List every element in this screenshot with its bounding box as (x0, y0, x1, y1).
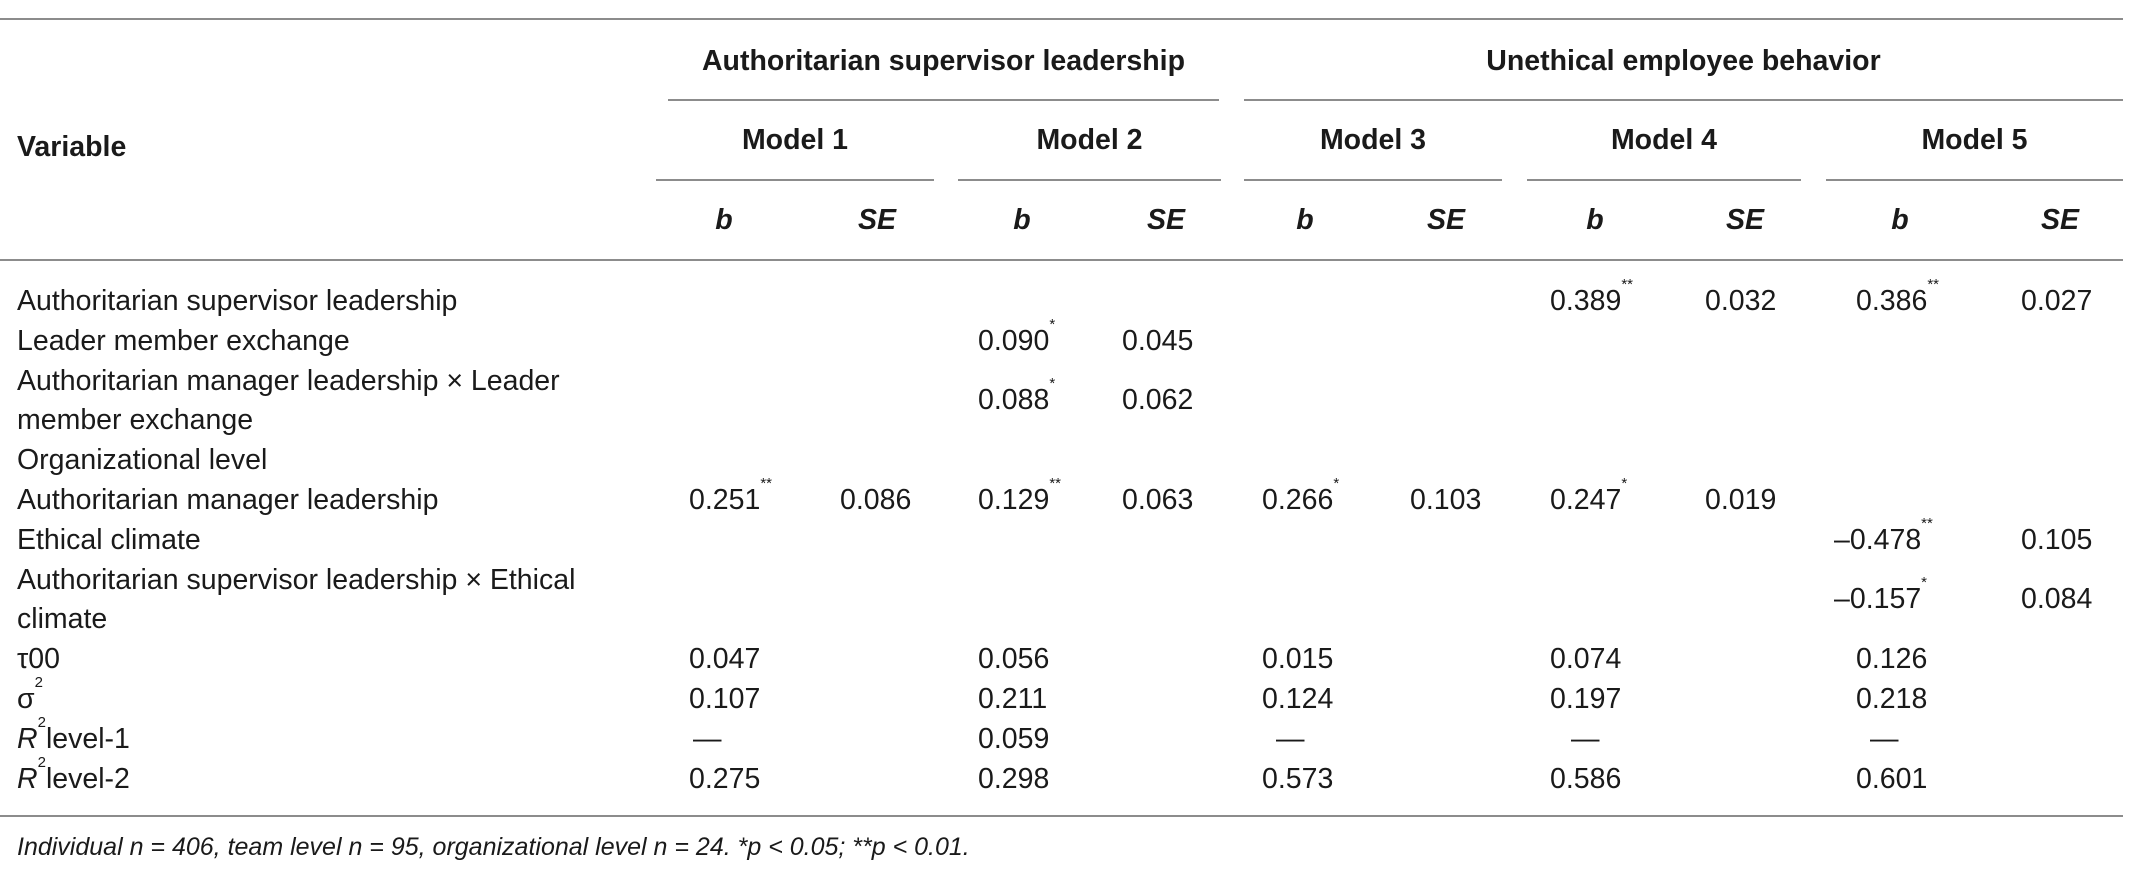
row-label-manager-x-lmx-line1: Authoritarian manager leadership × Leade… (17, 365, 560, 397)
group-header-supervisor: Authoritarian supervisor leadership (701, 45, 1186, 77)
cell-value: 0.586 (1550, 763, 1622, 795)
model-rule-3 (1244, 179, 1502, 181)
model-rule-4 (1527, 179, 1801, 181)
model-rule-2 (958, 179, 1221, 181)
cell-b: 0.266* (1262, 475, 1340, 516)
table-bottom-rule (0, 815, 2123, 817)
group-rule-unethical (1244, 99, 2123, 101)
cell-value: 0.573 (1262, 763, 1334, 795)
row-label-org-level: Organizational level (17, 444, 268, 476)
row-label-tau00: τ00 (17, 643, 60, 675)
b-header-5: b (1891, 204, 1909, 236)
cell-b: 0.088* (978, 375, 1056, 416)
header-bottom-rule (0, 259, 2123, 261)
model-header-1: Model 1 (741, 124, 849, 156)
cell-b: 0.090* (978, 316, 1056, 357)
cell-value: — (693, 723, 722, 755)
cell-value: — (1571, 723, 1600, 755)
group-header-unethical: Unethical employee behavior (1486, 45, 1881, 77)
b-header-1: b (715, 204, 733, 236)
cell-value: 0.218 (1856, 683, 1928, 715)
cell-value: 0.211 (978, 683, 1048, 715)
cell-value: 0.197 (1550, 683, 1622, 715)
cell-b: –0.157* (1834, 574, 1928, 615)
cell-b: –0.478** (1834, 515, 1933, 556)
row-label-auth-supervisor: Authoritarian supervisor leadership (17, 285, 458, 317)
model-rule-5 (1826, 179, 2123, 181)
se-header-3: SE (1426, 204, 1466, 236)
row-label-lmx: Leader member exchange (17, 325, 350, 357)
cell-value: 0.298 (978, 763, 1050, 795)
cell-se: 0.062 (1122, 384, 1194, 416)
cell-se: 0.084 (2021, 583, 2093, 615)
se-header-2: SE (1146, 204, 1186, 236)
cell-b: 0.247* (1550, 475, 1628, 516)
model-header-2: Model 2 (1036, 124, 1143, 156)
group-rule-supervisor (668, 99, 1219, 101)
cell-se: 0.086 (840, 484, 912, 516)
model-rule-1 (656, 179, 934, 181)
row-label-supervisor-x-climate-line2: climate (17, 603, 108, 635)
cell-value: 0.601 (1856, 763, 1928, 795)
row-label-auth-manager: Authoritarian manager leadership (17, 484, 439, 516)
cell-se: 0.103 (1410, 484, 1482, 516)
cell-value: — (1870, 723, 1899, 755)
se-header-1: SE (857, 204, 897, 236)
row-label-manager-x-lmx-line2: member exchange (17, 404, 254, 436)
cell-se: 0.063 (1122, 484, 1194, 516)
cell-b: 0.129** (978, 475, 1062, 516)
b-header-4: b (1586, 204, 1604, 236)
variable-header: Variable (17, 131, 127, 163)
cell-se: 0.045 (1122, 325, 1194, 357)
cell-se: 0.105 (2021, 524, 2093, 556)
se-header-4: SE (1725, 204, 1765, 236)
cell-b: 0.251** (689, 475, 773, 516)
cell-se: 0.027 (2021, 285, 2093, 317)
model-header-3: Model 3 (1319, 124, 1427, 156)
cell-se: 0.019 (1705, 484, 1777, 516)
se-header-5: SE (2040, 204, 2080, 236)
cell-value: 0.126 (1856, 643, 1928, 675)
row-label-supervisor-x-climate-line1: Authoritarian supervisor leadership × Et… (17, 564, 576, 596)
cell-b: 0.386** (1856, 276, 1940, 317)
row-label-ethical-climate: Ethical climate (17, 524, 201, 556)
b-header-3: b (1296, 204, 1314, 236)
cell-se: 0.032 (1705, 285, 1777, 317)
cell-b: 0.389** (1550, 276, 1634, 317)
cell-value: 0.056 (978, 643, 1050, 675)
cell-value: 0.107 (689, 683, 761, 715)
row-label-sigma2: σ2 (17, 674, 43, 715)
model-header-5: Model 5 (1921, 124, 2028, 156)
row-label-r2-level1: R2level-1 (17, 714, 130, 755)
table-footnote: Individual n = 406, team level n = 95, o… (17, 833, 970, 861)
cell-value: 0.275 (689, 763, 761, 795)
cell-value: 0.074 (1550, 643, 1622, 675)
cell-value: 0.047 (689, 643, 761, 675)
cell-value: 0.124 (1262, 683, 1334, 715)
row-label-r2-level2: R2level-2 (17, 754, 130, 795)
top-rule (0, 18, 2123, 20)
cell-value: 0.015 (1262, 643, 1334, 675)
b-header-2: b (1013, 204, 1031, 236)
cell-value: — (1276, 723, 1305, 755)
cell-value: 0.059 (978, 723, 1050, 755)
model-header-4: Model 4 (1610, 124, 1718, 156)
